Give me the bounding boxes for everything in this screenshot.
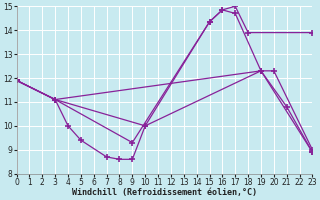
X-axis label: Windchill (Refroidissement éolien,°C): Windchill (Refroidissement éolien,°C) <box>72 188 257 197</box>
